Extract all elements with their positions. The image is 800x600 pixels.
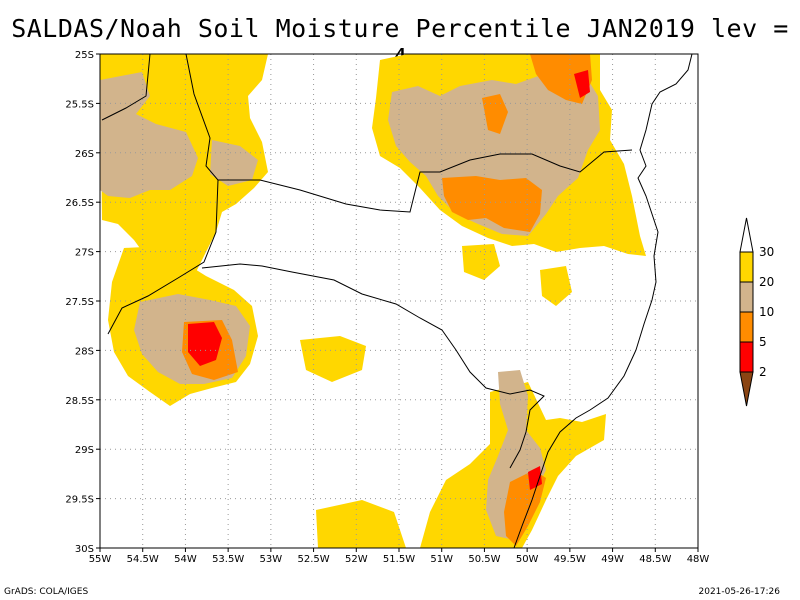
colorbar: 2 5 10 20 30 bbox=[739, 217, 774, 407]
x-tick-label: 50.5W bbox=[468, 554, 500, 565]
field-region-tan-nw2 bbox=[210, 140, 258, 186]
x-axis: 55W 54.5W 54W 53.5W 53W 52.5W 52W 51.5W 51W 50.5W… bbox=[89, 548, 710, 565]
y-tick-label: 26S bbox=[75, 149, 94, 160]
colorbar-label: 5 bbox=[759, 335, 767, 349]
boundary-line-3 bbox=[218, 149, 633, 213]
boundary-line-1 bbox=[101, 53, 151, 121]
field-region-red-ne bbox=[574, 70, 590, 98]
field-region-red-se bbox=[528, 466, 542, 490]
boundary-line-2 bbox=[107, 53, 219, 335]
soil-moisture-field bbox=[100, 54, 646, 548]
field-region-tan-ne bbox=[388, 70, 600, 236]
coastline bbox=[513, 53, 693, 549]
field-region-yellow-c3 bbox=[540, 266, 572, 306]
footer-credit: GrADS: COLA/IGES bbox=[4, 587, 89, 597]
x-tick-label: 51.5W bbox=[383, 554, 415, 565]
x-tick-label: 54W bbox=[174, 554, 197, 565]
x-tick-label: 52.5W bbox=[297, 554, 329, 565]
y-tick-label: 27S bbox=[75, 248, 94, 259]
y-tick-label: 29S bbox=[75, 445, 94, 456]
y-tick-label: 28S bbox=[75, 346, 94, 357]
state-boundaries bbox=[101, 53, 633, 469]
field-region-orange-ne3 bbox=[482, 94, 508, 134]
field-region-tan-nw bbox=[100, 72, 198, 198]
map-title: SALDAS/Noah Soil Moisture Percentile JAN… bbox=[11, 14, 789, 72]
x-tick-label: 55W bbox=[89, 554, 112, 565]
footer-timestamp: 2021-05-26-17:26 bbox=[698, 587, 781, 597]
x-tick-label: 52W bbox=[345, 554, 368, 565]
x-tick-label: 49W bbox=[601, 554, 624, 565]
x-tick-label: 49.5W bbox=[554, 554, 586, 565]
y-tick-label: 25.5S bbox=[65, 99, 94, 110]
x-tick-label: 51W bbox=[430, 554, 453, 565]
y-tick-label: 27.5S bbox=[65, 297, 94, 308]
field-region-red-w bbox=[188, 322, 222, 366]
colorbar-swatch bbox=[739, 311, 754, 343]
x-tick-label: 48W bbox=[687, 554, 710, 565]
y-tick-label: 28.5S bbox=[65, 396, 94, 407]
y-tick-label: 30S bbox=[75, 544, 94, 555]
y-tick-label: 25S bbox=[75, 50, 94, 61]
colorbar-label: 10 bbox=[759, 305, 774, 319]
x-tick-label: 54.5W bbox=[127, 554, 159, 565]
colorbar-swatch bbox=[739, 217, 754, 253]
x-tick-label: 50W bbox=[516, 554, 539, 565]
colorbar-label: 2 bbox=[759, 365, 767, 379]
y-axis: 25S 25.5S 26S 26.5S 27S 27.5S 28S 28.5S 29S 29.5S… bbox=[65, 50, 100, 555]
colorbar-swatch bbox=[739, 251, 754, 283]
field-region-orange-ne bbox=[442, 176, 542, 232]
y-tick-label: 26.5S bbox=[65, 198, 94, 209]
colorbar-swatch bbox=[739, 371, 754, 407]
x-tick-label: 53.5W bbox=[212, 554, 244, 565]
coastline-line bbox=[513, 53, 693, 549]
boundary-line-4 bbox=[201, 263, 545, 469]
colorbar-label: 30 bbox=[759, 245, 774, 259]
colorbar-swatch bbox=[739, 341, 754, 373]
colorbar-label: 20 bbox=[759, 275, 774, 289]
colorbar-swatch bbox=[739, 281, 754, 313]
x-tick-label: 48.5W bbox=[639, 554, 671, 565]
field-region-yellow-sw bbox=[316, 500, 406, 548]
field-region-yellow-c1 bbox=[300, 336, 366, 382]
y-tick-label: 29.5S bbox=[65, 495, 94, 506]
field-region-orange-ne2 bbox=[530, 54, 592, 104]
x-tick-label: 53W bbox=[260, 554, 283, 565]
field-region-yellow-c2 bbox=[462, 244, 500, 280]
